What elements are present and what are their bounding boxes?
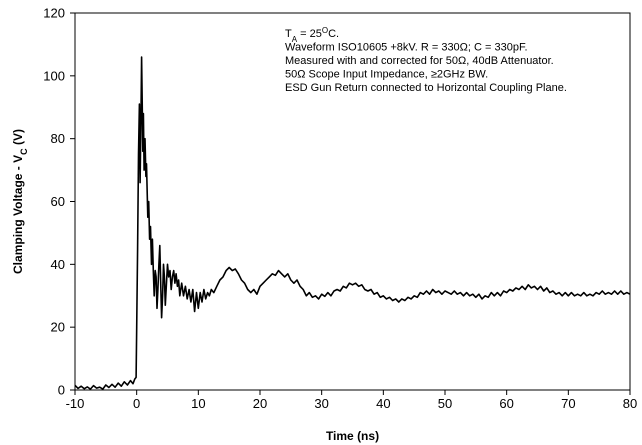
annotation-text: Measured with and corrected for 50Ω, 40d… bbox=[285, 55, 554, 67]
annotation-text: A bbox=[292, 35, 298, 44]
plot-area-frame bbox=[74, 12, 631, 391]
clamping-voltage-series-line bbox=[74, 56, 631, 390]
x-tick-label: 60 bbox=[499, 396, 513, 411]
annotation-line: Measured with and corrected for 50Ω, 40d… bbox=[285, 55, 554, 67]
annotation-line: 50Ω Scope Input Impedance, ≥2GHz BW. bbox=[285, 69, 488, 81]
y-tick-label: 100 bbox=[43, 68, 65, 83]
x-tick-label: 30 bbox=[314, 396, 328, 411]
x-tick-label: 10 bbox=[191, 396, 205, 411]
x-tick-label: -10 bbox=[66, 396, 85, 411]
annotation-text: C. bbox=[328, 28, 339, 40]
annotation-line: ESD Gun Return connected to Horizontal C… bbox=[285, 82, 567, 94]
y-tick-label: 60 bbox=[51, 194, 65, 209]
y-axis-title: Clamping Voltage - VC (V) bbox=[11, 129, 29, 274]
y-tick-label: 0 bbox=[58, 383, 65, 398]
annotation-line: Waveform ISO10605 +8kV. R = 330Ω; C = 33… bbox=[285, 42, 528, 54]
y-tick-label: 20 bbox=[51, 320, 65, 335]
y-axis-title-part: C bbox=[19, 148, 29, 155]
annotation-text: 50Ω Scope Input Impedance, ≥2GHz BW. bbox=[285, 69, 488, 81]
annotation-text: Waveform ISO10605 +8kV. R = 330Ω; C = 33… bbox=[285, 42, 528, 54]
annotation-text: O bbox=[322, 26, 328, 35]
annotation-layer: TA = 25OC.Waveform ISO10605 +8kV. R = 33… bbox=[285, 26, 567, 95]
x-tick-label: 50 bbox=[438, 396, 452, 411]
annotation-line: TA = 25OC. bbox=[285, 26, 339, 44]
annotation-text: T bbox=[285, 28, 292, 40]
y-tick-label: 40 bbox=[51, 257, 65, 272]
x-axis-title: Time (ns) bbox=[326, 429, 379, 443]
y-axis-title-part: (V) bbox=[11, 129, 25, 148]
y-tick-label: 80 bbox=[51, 131, 65, 146]
x-tick-label: 80 bbox=[623, 396, 637, 411]
x-tick-label: 40 bbox=[376, 396, 390, 411]
annotation-text: = 25 bbox=[297, 28, 322, 40]
annotation-text: ESD Gun Return connected to Horizontal C… bbox=[285, 82, 567, 94]
x-tick-label: 20 bbox=[253, 396, 267, 411]
y-tick-label: 120 bbox=[43, 6, 65, 21]
x-tick-label: 0 bbox=[133, 396, 140, 411]
y-axis-title-part: Clamping Voltage - V bbox=[11, 155, 25, 274]
x-tick-label: 70 bbox=[561, 396, 575, 411]
